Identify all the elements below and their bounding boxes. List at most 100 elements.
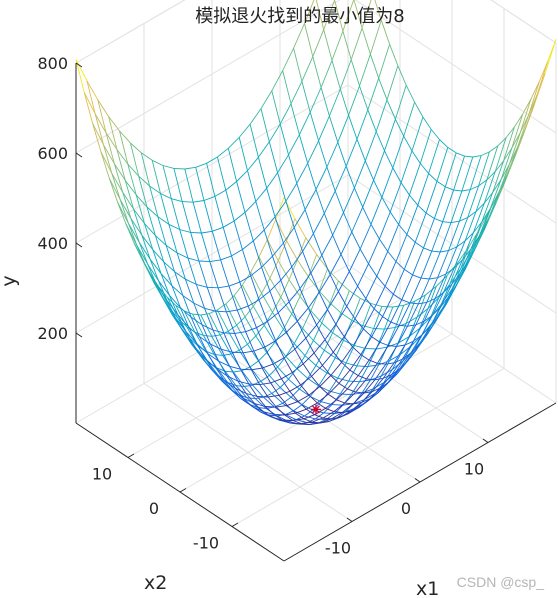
minimum-marker-stroke xyxy=(312,405,320,414)
mesh-line xyxy=(473,221,483,233)
mesh-line xyxy=(260,90,273,109)
mesh-line xyxy=(105,132,115,164)
mesh-line xyxy=(315,412,324,420)
mesh-line xyxy=(332,351,342,363)
mesh-line xyxy=(218,285,230,289)
mesh-line xyxy=(282,70,292,104)
mesh-line xyxy=(201,230,213,234)
mesh-line xyxy=(316,254,328,270)
mesh-line xyxy=(324,339,334,353)
mesh-line xyxy=(253,350,263,369)
mesh-line xyxy=(103,144,113,174)
mesh-line xyxy=(359,224,372,250)
mesh-line xyxy=(175,305,185,312)
mesh-line xyxy=(311,365,323,377)
mesh-line xyxy=(307,307,318,326)
mesh-line xyxy=(472,203,485,233)
mesh-line xyxy=(453,155,465,191)
mesh-line xyxy=(168,224,178,254)
box-edge xyxy=(490,0,557,44)
mesh-line xyxy=(492,179,502,193)
mesh-line xyxy=(256,327,266,348)
mesh-line xyxy=(361,27,371,55)
mesh-line xyxy=(214,189,227,197)
mesh-line xyxy=(257,157,268,189)
mesh-line xyxy=(315,0,325,30)
mesh-line xyxy=(228,281,240,287)
mesh-line xyxy=(362,303,372,326)
mesh-line xyxy=(408,316,418,338)
mesh-line xyxy=(363,391,373,394)
mesh-line xyxy=(315,350,325,366)
mesh-line xyxy=(293,23,305,49)
mesh-line xyxy=(346,285,358,307)
mesh-line xyxy=(280,280,290,302)
mesh-line xyxy=(248,383,258,397)
mesh-line xyxy=(357,263,369,287)
minimum-marker xyxy=(311,404,321,415)
mesh-line xyxy=(224,370,237,386)
mesh-line xyxy=(399,324,408,327)
mesh-line xyxy=(421,326,431,336)
mesh-line xyxy=(92,123,102,153)
mesh-line xyxy=(182,295,192,318)
x1-tick xyxy=(482,438,489,443)
mesh-line xyxy=(344,402,354,405)
mesh-line xyxy=(475,179,488,212)
mesh-line xyxy=(242,350,254,354)
mesh-line xyxy=(392,167,402,183)
mesh-line xyxy=(361,388,374,394)
mesh-line xyxy=(255,325,265,337)
mesh-line xyxy=(313,339,326,354)
mesh-line xyxy=(276,404,288,408)
mesh-line xyxy=(348,85,360,116)
mesh-line xyxy=(334,0,344,32)
mesh-line xyxy=(201,324,214,331)
chart-title: 模拟退火找到的最小值为8 xyxy=(195,6,404,27)
mesh-line xyxy=(437,273,447,279)
mesh-line xyxy=(220,259,230,287)
mesh-line xyxy=(410,302,419,305)
mesh-line xyxy=(94,113,104,145)
mesh-line xyxy=(399,352,412,369)
mesh-line xyxy=(278,390,290,396)
mesh-line xyxy=(433,186,446,219)
mesh-line xyxy=(355,378,367,393)
grid-line xyxy=(347,84,557,224)
mesh-line xyxy=(334,190,344,213)
mesh-line xyxy=(194,331,204,336)
mesh-line xyxy=(119,199,132,219)
mesh-line xyxy=(394,305,405,328)
mesh-line xyxy=(138,242,149,265)
x2-tick-label: 0 xyxy=(149,499,159,518)
mesh-line xyxy=(276,415,288,422)
mesh-line xyxy=(398,302,411,326)
mesh-line xyxy=(277,312,288,333)
mesh-line xyxy=(203,195,216,201)
mesh-line xyxy=(187,257,200,262)
mesh-line xyxy=(196,283,208,288)
mesh-line xyxy=(453,189,462,192)
mesh-line xyxy=(414,241,424,249)
mesh-line xyxy=(428,251,441,280)
mesh-line xyxy=(229,365,241,370)
mesh-line xyxy=(389,211,399,225)
mesh-line xyxy=(370,224,380,240)
mesh-line xyxy=(388,345,397,347)
mesh-line xyxy=(239,275,251,283)
mesh-line xyxy=(425,285,437,296)
mesh-line xyxy=(384,306,394,330)
mesh-line xyxy=(445,186,454,191)
mesh-line xyxy=(514,113,524,128)
mesh-line xyxy=(322,411,335,419)
mesh-line xyxy=(282,396,292,404)
mesh-line xyxy=(303,418,313,423)
mesh-line xyxy=(415,302,428,326)
mesh-line xyxy=(326,372,338,379)
mesh-line xyxy=(345,407,357,413)
mesh-line xyxy=(458,189,471,222)
mesh-line xyxy=(338,271,350,292)
mesh-line xyxy=(158,280,170,296)
x1-axis-label: x1 xyxy=(416,578,439,598)
mesh-line xyxy=(108,116,120,132)
